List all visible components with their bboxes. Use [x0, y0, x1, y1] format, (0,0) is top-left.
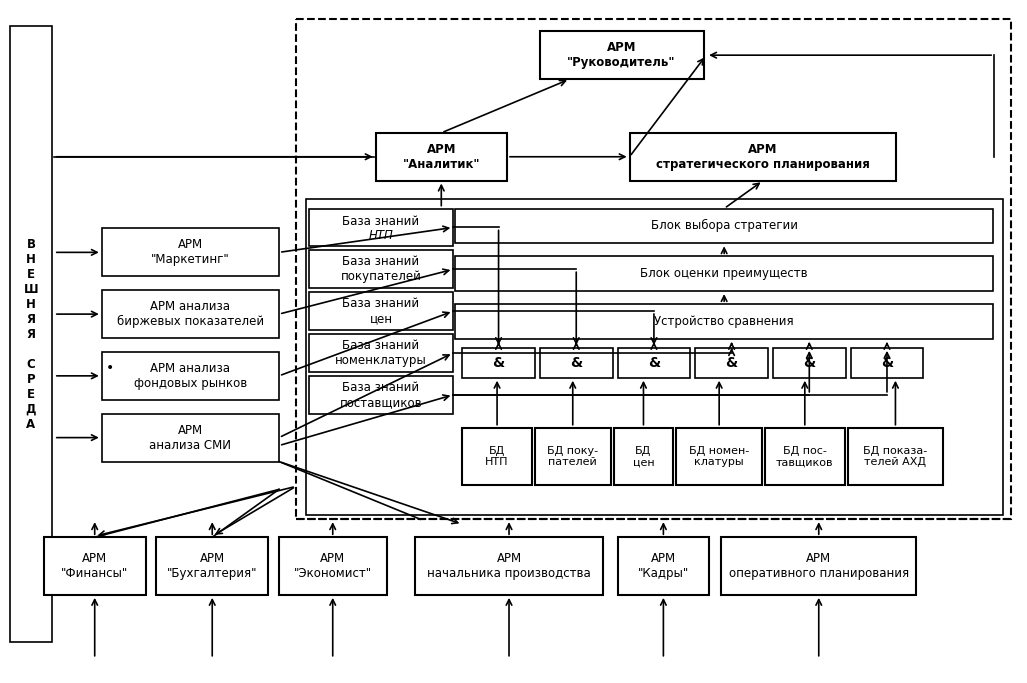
Text: База знаний
поставщиков: База знаний поставщиков — [340, 381, 422, 409]
Text: АРМ анализа
биржевых показателей: АРМ анализа биржевых показателей — [117, 300, 264, 328]
Bar — [462, 428, 532, 486]
Text: База знаний
покупателей: База знаний покупателей — [341, 255, 421, 283]
Bar — [455, 208, 993, 243]
Text: АРМ
анализа СМИ: АРМ анализа СМИ — [149, 423, 231, 451]
Text: АРМ
"Экономист": АРМ "Экономист" — [294, 552, 372, 580]
Text: АРМ
начальника производства: АРМ начальника производства — [427, 552, 591, 580]
Text: Блок оценки преимуществ: Блок оценки преимуществ — [640, 267, 808, 280]
Text: &: & — [803, 356, 815, 370]
Bar — [462, 348, 535, 378]
Bar — [613, 428, 674, 486]
Text: БД пос-
тавщиков: БД пос- тавщиков — [776, 446, 834, 467]
Bar — [540, 31, 705, 79]
Text: &: & — [881, 356, 893, 370]
Bar — [309, 251, 453, 288]
Bar — [306, 199, 1003, 515]
Bar — [455, 256, 993, 291]
Text: БД
цен: БД цен — [633, 446, 654, 467]
Bar — [630, 133, 897, 181]
Bar — [102, 290, 279, 338]
Bar — [695, 348, 768, 378]
Bar — [677, 428, 762, 486]
Text: База знаний
номенклатуры: База знаний номенклатуры — [335, 339, 427, 367]
Bar — [156, 538, 268, 595]
Bar — [309, 376, 453, 414]
Text: БД поку-
пателей: БД поку- пателей — [547, 446, 599, 467]
Text: В
Н
Е
Ш
Н
Я
Я
 
С
Р
Е
Д
А: В Н Е Ш Н Я Я С Р Е Д А — [24, 238, 38, 430]
Text: •: • — [106, 361, 114, 375]
Text: АРМ
"Финансы": АРМ "Финансы" — [61, 552, 128, 580]
Bar — [540, 348, 612, 378]
Bar — [847, 428, 943, 486]
Bar — [415, 538, 603, 595]
Text: Блок выбора стратегии: Блок выбора стратегии — [651, 219, 798, 232]
Text: База знаний: База знаний — [342, 215, 420, 228]
Bar — [44, 538, 146, 595]
Bar — [376, 133, 507, 181]
Text: БД номен-
клатуры: БД номен- клатуры — [689, 446, 750, 467]
Text: &: & — [493, 356, 504, 370]
Bar — [617, 348, 690, 378]
Bar — [309, 334, 453, 372]
Text: &: & — [725, 356, 737, 370]
Text: АРМ
"Маркетинг": АРМ "Маркетинг" — [151, 238, 230, 266]
Bar — [773, 348, 845, 378]
Bar — [455, 304, 993, 339]
Text: АРМ
стратегического планирования: АРМ стратегического планирования — [656, 143, 870, 171]
Bar — [850, 348, 923, 378]
Text: АРМ
оперативного планирования: АРМ оперативного планирования — [729, 552, 909, 580]
Bar — [309, 208, 453, 247]
Text: БД показа-
телей АХД: БД показа- телей АХД — [864, 446, 927, 467]
Text: АРМ
"Кадры": АРМ "Кадры" — [638, 552, 689, 580]
Text: БД
НТП: БД НТП — [486, 446, 508, 467]
Bar — [765, 428, 844, 486]
Bar — [102, 228, 279, 276]
Text: &: & — [570, 356, 582, 370]
Bar — [279, 538, 386, 595]
Text: НТП: НТП — [369, 229, 393, 242]
Text: АРМ
"Руководитель": АРМ "Руководитель" — [567, 41, 676, 69]
Bar — [721, 538, 916, 595]
Text: АРМ анализа
фондовых рынков: АРМ анализа фондовых рынков — [134, 362, 246, 390]
Text: АРМ
"Аналитик": АРМ "Аналитик" — [403, 143, 480, 171]
Bar — [102, 352, 279, 400]
Text: &: & — [648, 356, 660, 370]
Text: База знаний
цен: База знаний цен — [342, 297, 420, 325]
Bar — [617, 538, 710, 595]
Text: Устройство сравнения: Устройство сравнения — [654, 315, 794, 328]
Bar — [309, 292, 453, 330]
Text: АРМ
"Бухгалтерия": АРМ "Бухгалтерия" — [167, 552, 258, 580]
Bar — [102, 414, 279, 462]
Bar — [296, 19, 1011, 519]
Bar — [535, 428, 611, 486]
Bar — [10, 26, 52, 642]
